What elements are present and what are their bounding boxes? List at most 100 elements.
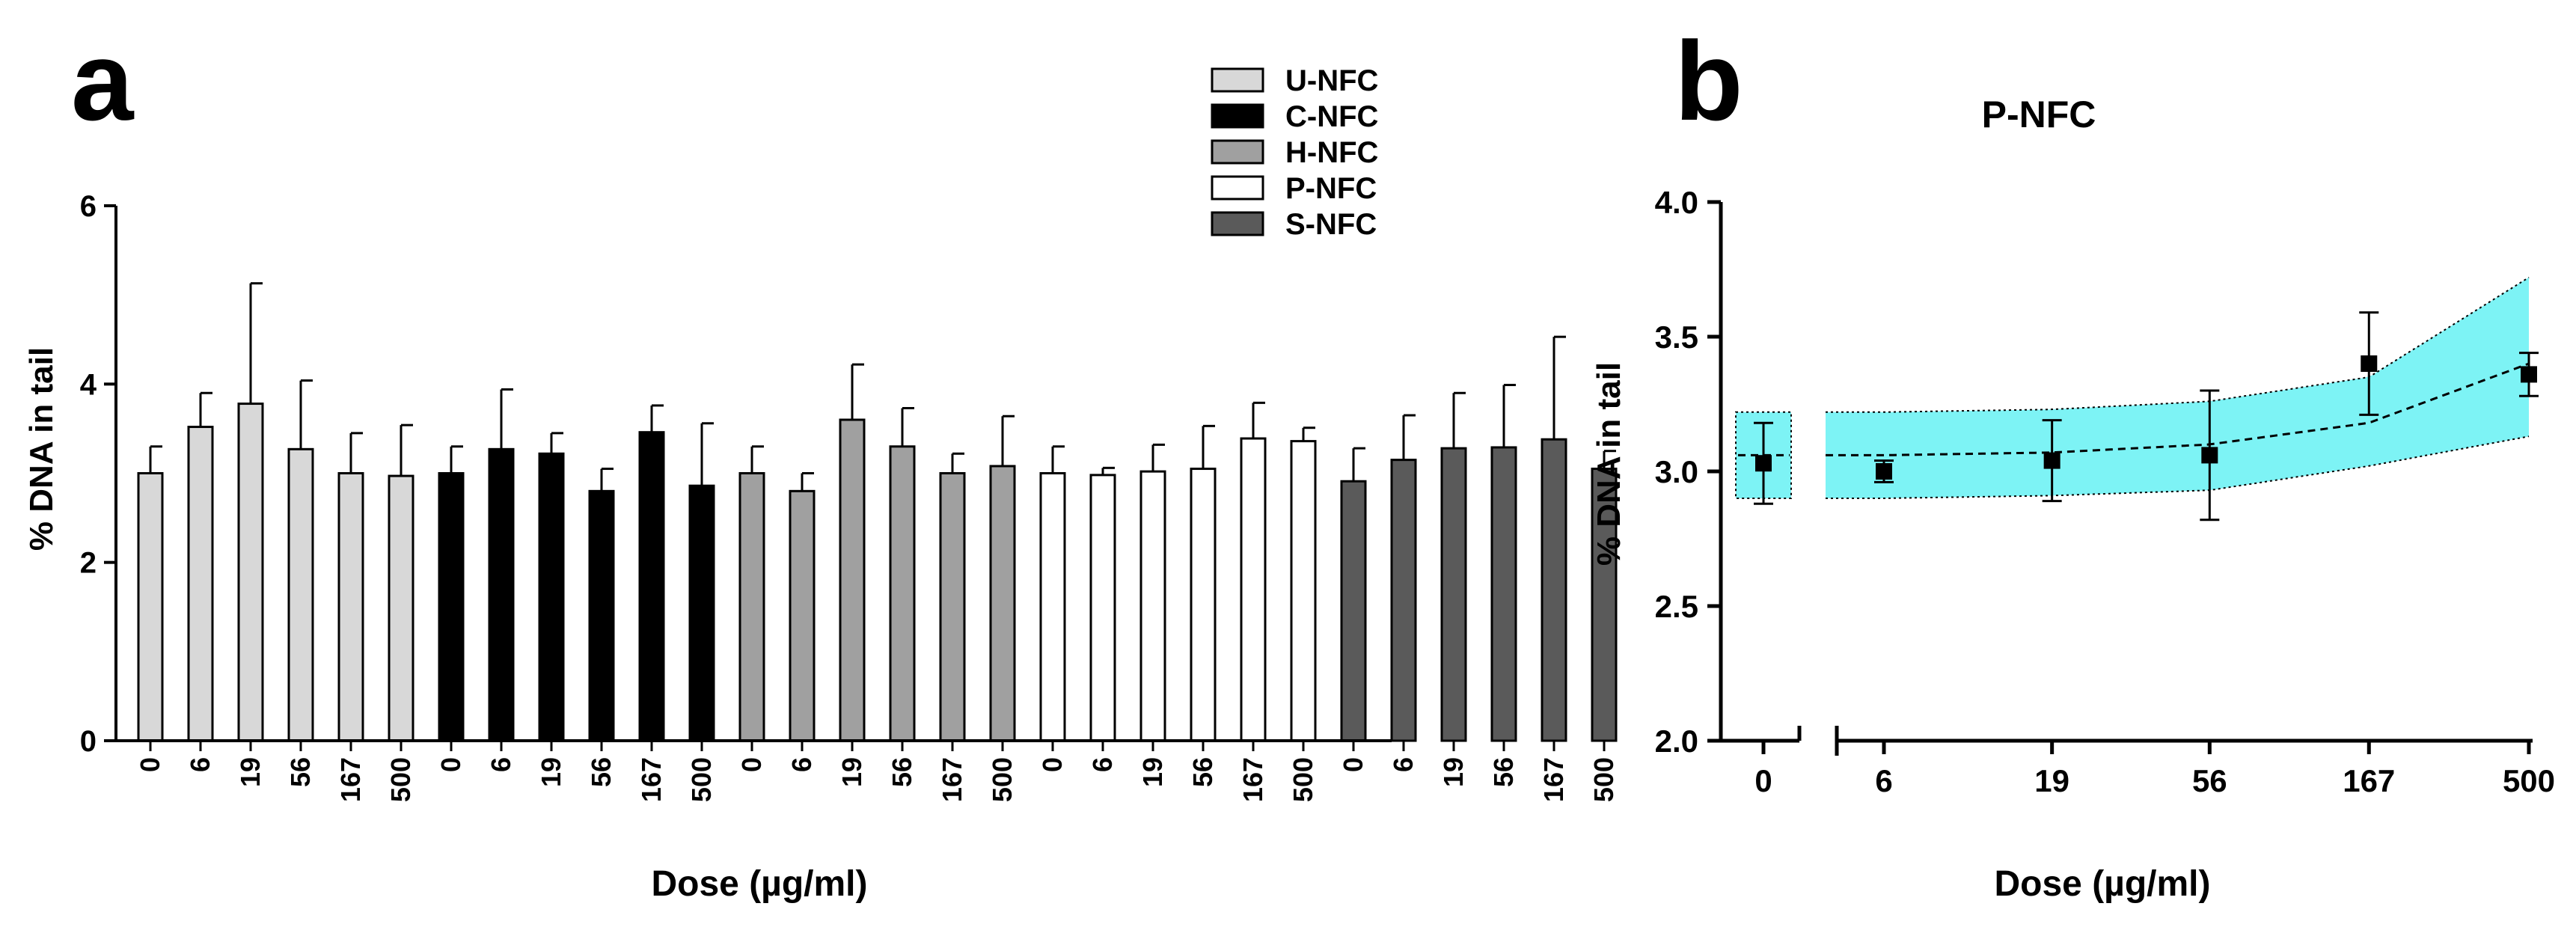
x-tick-label: 6	[786, 757, 817, 772]
bar-c-nfc-19	[538, 452, 565, 742]
x-tick-label: 6	[1875, 763, 1892, 798]
bar-h-nfc-56	[889, 445, 916, 742]
bar-u-nfc-167	[337, 472, 364, 742]
bar-s-nfc-0	[1340, 480, 1367, 742]
bar-c-nfc-56	[588, 489, 615, 742]
panel-label-b: b	[1674, 18, 1743, 144]
y-tick-label: 2.5	[1655, 589, 1698, 624]
legend-label-s-nfc: S-NFC	[1285, 208, 1377, 241]
data-point-6	[1876, 463, 1892, 480]
legend-swatch-c-nfc	[1211, 103, 1264, 129]
x-tick-label: 167	[335, 757, 366, 802]
y-tick-label: 6	[80, 190, 97, 223]
x-tick-label: 500	[1288, 757, 1318, 802]
y-axis-label-a: % DNA in tail	[23, 347, 60, 551]
data-point-56	[2201, 447, 2218, 464]
x-tick-label: 500	[2503, 763, 2555, 798]
y-tick-label: 2.0	[1655, 724, 1698, 759]
bar-s-nfc-56	[1490, 446, 1517, 742]
axes-b: 2.0 2.5 3.0 3.5 4.0 0 6 19 56 167 500	[1655, 185, 2555, 798]
bar-u-nfc-19	[237, 403, 264, 742]
x-tick-label: 19	[836, 757, 867, 787]
x-tick-label: 56	[2192, 763, 2227, 798]
x-tick-label: 19	[536, 757, 566, 787]
x-tick-label: 56	[1488, 757, 1519, 787]
x-tick-label: 0	[736, 757, 767, 772]
x-tick-label: 0	[1037, 757, 1068, 772]
chart-title-b: P-NFC	[1982, 94, 2096, 135]
x-tick-label: 6	[1087, 757, 1118, 772]
axes-a: 0 6 19 56 167 500 0 6 19 56 167 500 0 6 19 56 167 500 0 6 19…	[80, 190, 1619, 802]
bar-h-nfc-6	[789, 489, 816, 742]
x-tick-label: 167	[937, 757, 967, 802]
y-tick-label: 0	[80, 725, 97, 758]
x-axis-label-a: Dose (µg/ml)	[651, 864, 867, 904]
legend-swatch-h-nfc	[1211, 139, 1264, 165]
x-tick-label: 19	[1137, 757, 1168, 787]
legend-label-h-nfc: H-NFC	[1285, 136, 1378, 169]
x-tick-label: 6	[185, 757, 215, 772]
x-tick-label: 6	[486, 757, 516, 772]
x-tick-label: 56	[586, 757, 617, 787]
x-tick-label: 56	[1187, 757, 1218, 787]
bar-p-nfc-500	[1290, 440, 1317, 742]
x-tick-label: 500	[987, 757, 1018, 802]
bar-s-nfc-167	[1541, 438, 1567, 742]
bar-p-nfc-19	[1139, 470, 1166, 742]
data-point-167	[2361, 355, 2378, 372]
x-tick-label: 167	[1538, 757, 1569, 802]
bar-h-nfc-167	[939, 472, 966, 742]
x-tick-label: 0	[135, 757, 165, 772]
legend-label-c-nfc: C-NFC	[1285, 100, 1378, 133]
x-tick-label: 56	[285, 757, 316, 787]
bar-h-nfc-0	[738, 472, 765, 742]
bar-u-nfc-56	[287, 447, 314, 742]
points-b	[1754, 311, 2539, 522]
bar-s-nfc-19	[1440, 447, 1467, 742]
x-tick-label: 19	[2034, 763, 2069, 798]
bar-h-nfc-19	[839, 418, 866, 742]
bar-s-nfc-500	[1591, 468, 1618, 742]
bar-c-nfc-500	[688, 484, 715, 742]
x-tick-label: 56	[887, 757, 917, 787]
data-point-19	[2043, 452, 2061, 469]
x-tick-label: 6	[1388, 757, 1419, 772]
bar-u-nfc-6	[187, 426, 214, 742]
panel-label-a: a	[71, 18, 135, 144]
x-tick-label: 19	[1438, 757, 1469, 787]
bar-p-nfc-56	[1190, 468, 1217, 742]
x-tick-label: 19	[235, 757, 266, 787]
y-tick-label: 3.5	[1655, 319, 1698, 355]
y-tick-label: 4	[80, 368, 97, 401]
x-tick-label: 500	[686, 757, 717, 802]
bar-c-nfc-6	[488, 447, 515, 742]
y-tick-label: 2	[80, 547, 97, 580]
x-axis-label-b: Dose (µg/ml)	[1994, 864, 2210, 904]
legend-label-p-nfc: P-NFC	[1285, 172, 1377, 205]
bar-c-nfc-167	[638, 431, 665, 742]
bar-p-nfc-0	[1039, 472, 1066, 742]
legend-label-u-nfc: U-NFC	[1285, 64, 1378, 97]
x-tick-label: 167	[636, 757, 667, 802]
x-tick-label: 500	[1588, 757, 1619, 802]
data-point-500	[2521, 366, 2537, 383]
confidence-band-lower	[1826, 435, 2530, 499]
legend-swatch-p-nfc	[1211, 175, 1264, 201]
x-tick-label: 0	[1754, 763, 1772, 798]
legend-swatch-s-nfc	[1211, 211, 1264, 236]
bars-a	[137, 282, 1618, 742]
x-tick-label: 500	[385, 757, 416, 802]
y-axis-label-b: % DNA in tail	[1591, 362, 1627, 566]
bar-u-nfc-500	[388, 474, 414, 742]
bar-s-nfc-6	[1390, 459, 1417, 742]
x-tick-label: 0	[435, 757, 466, 772]
bar-p-nfc-167	[1240, 437, 1267, 742]
confidence-band-upper	[1826, 276, 2530, 413]
y-tick-label: 3.0	[1655, 454, 1698, 489]
x-tick-label: 0	[1338, 757, 1368, 772]
y-tick-label: 4.0	[1655, 185, 1698, 220]
data-point-0	[1755, 455, 1772, 472]
